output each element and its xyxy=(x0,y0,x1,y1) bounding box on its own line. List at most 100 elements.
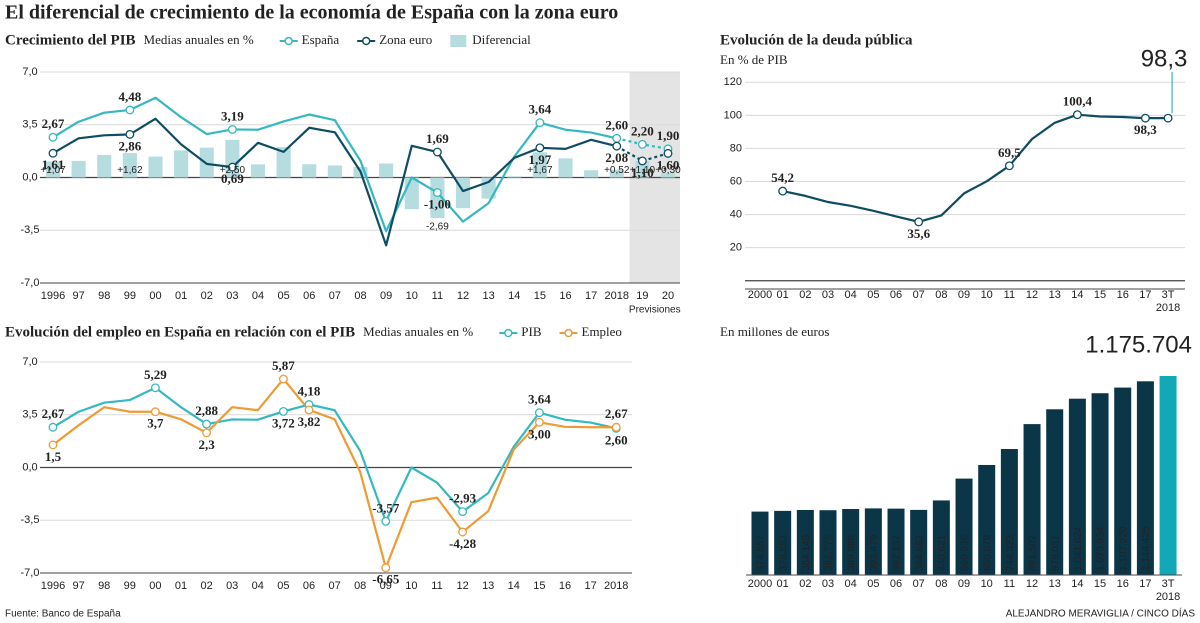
x-tick-label: 06 xyxy=(890,289,902,301)
point-marker xyxy=(202,419,212,429)
line xyxy=(52,117,618,247)
y-tick-label: -7,0 xyxy=(21,567,40,579)
x-tick-label: 3T xyxy=(1162,289,1175,301)
x-tick-label: 09 xyxy=(380,580,392,592)
bar-label: 1.041.624 xyxy=(1073,526,1084,571)
bar-label: 979.031 xyxy=(1050,534,1061,571)
bar xyxy=(174,150,189,178)
x-tick-label: 09 xyxy=(958,289,970,301)
x-tick-label: 08 xyxy=(935,578,947,590)
x-tick-label: 98 xyxy=(98,290,110,302)
x-tick-label: 04 xyxy=(252,580,264,592)
data-label: 4,18 xyxy=(298,383,321,398)
bar-label: 374.557 xyxy=(756,534,767,571)
point-marker xyxy=(227,162,237,172)
chart-title: Evolución del empleo en España en relaci… xyxy=(5,324,355,340)
point-marker xyxy=(778,186,788,196)
x-tick-label: 15 xyxy=(1094,578,1106,590)
bar xyxy=(609,169,624,178)
x-tick-label: 01 xyxy=(777,578,789,590)
bar xyxy=(1091,393,1109,575)
x-tick-label: 16 xyxy=(559,580,571,592)
x-tick-label: 06 xyxy=(890,578,902,590)
y-tick-label: 0,0 xyxy=(22,461,37,473)
point-marker xyxy=(125,105,135,115)
y-tick-label: -7,0 xyxy=(21,277,40,289)
point-marker xyxy=(611,422,621,432)
x-tick-label: 97 xyxy=(72,580,84,592)
data-label: 1,61 xyxy=(42,157,65,172)
x-tick-label: 01 xyxy=(777,289,789,301)
point-marker xyxy=(663,148,673,158)
data-label: 2,86 xyxy=(119,138,142,153)
source: Fuente: Banco de España xyxy=(5,609,121,620)
legend-label: Zona euro xyxy=(379,32,432,47)
data-label: 100,4 xyxy=(1063,94,1093,109)
x-tick-label: 16 xyxy=(1117,578,1129,590)
x-tick-label: 16 xyxy=(559,290,571,302)
x-tick-label: 02 xyxy=(799,578,811,590)
x-tick-label: 06 xyxy=(303,290,315,302)
data-label: -1,00 xyxy=(424,197,451,212)
bar-label: +0,52 xyxy=(604,165,630,176)
y-tick-label: 3,5 xyxy=(22,119,37,131)
data-label: 2,20 xyxy=(631,123,654,138)
point-marker xyxy=(304,405,314,415)
data-label: 54,2 xyxy=(771,170,794,185)
point-marker xyxy=(150,407,160,417)
point-marker xyxy=(534,408,544,418)
bar xyxy=(250,164,266,178)
bar-label: 393.479 xyxy=(869,534,880,571)
bar xyxy=(148,156,163,178)
data-label: 3,00 xyxy=(528,426,551,441)
x-tick-label: 14 xyxy=(508,580,520,592)
y-tick-label: -3,5 xyxy=(21,514,40,526)
x-tick-label: 08 xyxy=(354,580,366,592)
point-marker xyxy=(278,406,288,416)
x-tick-label: 03 xyxy=(822,289,834,301)
bar-label: 1.107.220 xyxy=(1118,526,1129,571)
x-tick-label: 98 xyxy=(98,580,110,592)
bar xyxy=(532,152,547,178)
bar-label: 378.883 xyxy=(778,534,789,571)
bar xyxy=(1136,381,1154,575)
legend-label: Empleo xyxy=(582,324,622,339)
bar xyxy=(404,177,419,210)
point-marker xyxy=(637,139,647,149)
bar xyxy=(796,509,814,575)
data-label: 5,87 xyxy=(272,358,295,373)
x-tick-label: 00 xyxy=(149,580,161,592)
x-sublabel: 2018 xyxy=(1156,302,1180,314)
bar xyxy=(122,153,137,178)
x-tick-label: 10 xyxy=(981,578,993,590)
data-label: 1,10 xyxy=(631,165,654,180)
x-tick-label: 13 xyxy=(483,290,495,302)
y-tick-label: 7,0 xyxy=(22,356,37,368)
legend-swatch xyxy=(450,35,467,47)
y-tick-label: 100 xyxy=(724,109,742,121)
point-marker xyxy=(1140,113,1150,123)
data-label: -3,57 xyxy=(372,500,400,515)
y-tick-label: -3,5 xyxy=(21,224,40,236)
bar-label: +1,62 xyxy=(117,165,143,176)
x-tick-label: 02 xyxy=(200,580,212,592)
data-label: -2,93 xyxy=(449,491,477,506)
x-tick-label: 11 xyxy=(431,580,442,592)
x-tick-label: 99 xyxy=(124,580,136,592)
x-tick-label: 20 xyxy=(662,290,674,302)
bar-label: 389.888 xyxy=(846,534,857,571)
bar xyxy=(887,508,905,575)
point-marker xyxy=(1163,113,1173,123)
point-marker xyxy=(48,132,58,142)
point-marker xyxy=(535,118,545,128)
x-tick-label: 07 xyxy=(913,578,925,590)
x-tick-label: 11 xyxy=(1004,289,1015,301)
point-marker xyxy=(637,156,647,166)
x-tick-label: 12 xyxy=(1026,578,1038,590)
point-marker xyxy=(432,188,442,198)
data-label: 98,3 xyxy=(1134,122,1157,137)
x-tick-label: 2018 xyxy=(604,580,628,592)
legend-label: España xyxy=(302,32,340,47)
bar-label: 891.502 xyxy=(1028,534,1039,571)
